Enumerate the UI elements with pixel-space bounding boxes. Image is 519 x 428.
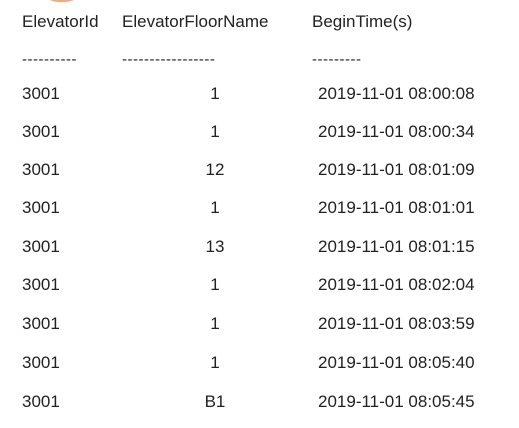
header-elevator-floor-name: ElevatorFloorName: [122, 12, 269, 31]
cell-begin-time: 2019-11-01 08:01:01: [318, 198, 475, 217]
table-row: 3001 1 2019-11-01 08:00:08: [0, 82, 519, 106]
cell-floor-name: 1: [210, 198, 220, 217]
cell-elevator-id: 3001: [22, 353, 60, 372]
cell-floor-name: B1: [204, 392, 226, 411]
cell-floor-name: 12: [205, 160, 225, 179]
table-row: 3001 1 2019-11-01 08:02:04: [0, 273, 519, 297]
cell-elevator-id: 3001: [22, 314, 60, 333]
table-row: 3001 13 2019-11-01 08:01:15: [0, 235, 519, 259]
cell-elevator-id: 3001: [22, 275, 60, 294]
cell-begin-time: 2019-11-01 08:05:40: [318, 353, 475, 372]
cell-begin-time: 2019-11-01 08:00:34: [318, 122, 475, 141]
cell-floor-name: 1: [210, 275, 220, 294]
cell-floor-name: 13: [205, 237, 225, 256]
separator-begin-time: ---------: [312, 51, 362, 68]
cell-elevator-id: 3001: [22, 198, 60, 217]
table-row: 3001 B1 2019-11-01 08:05:45: [0, 390, 519, 414]
header-elevator-id: ElevatorId: [22, 12, 99, 31]
header-begin-time: BeginTime(s): [312, 12, 413, 31]
cell-elevator-id: 3001: [22, 392, 60, 411]
cell-begin-time: 2019-11-01 08:01:09: [318, 160, 475, 179]
cell-begin-time: 2019-11-01 08:03:59: [318, 314, 475, 333]
cell-floor-name: 1: [210, 353, 220, 372]
cell-begin-time: 2019-11-01 08:05:45: [318, 392, 475, 411]
cell-begin-time: 2019-11-01 08:02:04: [318, 275, 475, 294]
cell-elevator-id: 3001: [22, 84, 60, 103]
cell-elevator-id: 3001: [22, 122, 60, 141]
cell-floor-name: 1: [210, 84, 220, 103]
cell-begin-time: 2019-11-01 08:01:15: [318, 237, 475, 256]
table-separator-row: ---------- ----------------- ---------: [0, 48, 519, 72]
decorative-accent-arc: [42, 0, 82, 2]
cell-floor-name: 1: [210, 122, 220, 141]
table-row: 3001 12 2019-11-01 08:01:09: [0, 158, 519, 182]
cell-elevator-id: 3001: [22, 237, 60, 256]
table-row: 3001 1 2019-11-01 08:05:40: [0, 351, 519, 375]
table-row: 3001 1 2019-11-01 08:03:59: [0, 312, 519, 336]
cell-elevator-id: 3001: [22, 160, 60, 179]
cell-floor-name: 1: [210, 314, 220, 333]
table-row: 3001 1 2019-11-01 08:01:01: [0, 196, 519, 220]
table-header-row: ElevatorId ElevatorFloorName BeginTime(s…: [0, 10, 519, 34]
cell-begin-time: 2019-11-01 08:00:08: [318, 84, 475, 103]
separator-elevator-floor-name: -----------------: [122, 51, 216, 68]
separator-elevator-id: ----------: [22, 51, 77, 68]
table-row: 3001 1 2019-11-01 08:00:34: [0, 120, 519, 144]
